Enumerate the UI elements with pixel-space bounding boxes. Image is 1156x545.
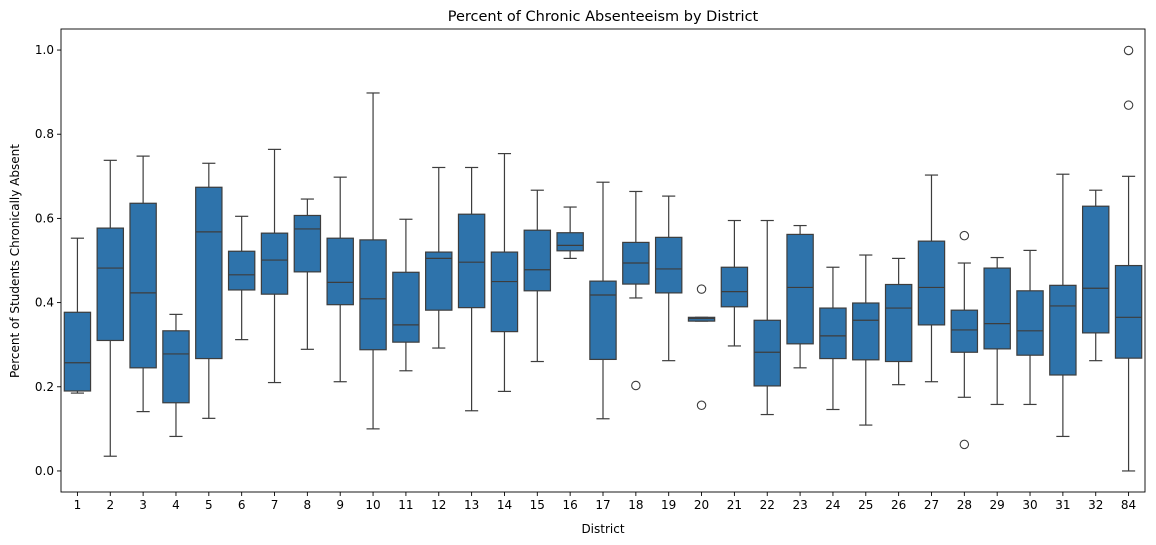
x-tick-label: 3 [139, 498, 147, 512]
box-district-24 [819, 307, 847, 360]
x-tick-label: 23 [792, 498, 807, 512]
box-district-12 [425, 251, 453, 311]
x-tick-label: 6 [238, 498, 246, 512]
y-tick-label: 0.8 [35, 127, 54, 141]
x-tick-label: 8 [304, 498, 312, 512]
y-tick-label: 0.2 [35, 380, 54, 394]
box-district-10 [359, 239, 387, 351]
y-tick-label: 0.4 [35, 296, 54, 310]
box-district-31 [1049, 284, 1077, 376]
box-district-21 [720, 266, 749, 308]
outlier-point [959, 439, 970, 450]
x-tick-label: 19 [661, 498, 676, 512]
box-district-25 [852, 302, 880, 361]
x-tick-label: 17 [595, 498, 610, 512]
box-district-6 [227, 250, 256, 291]
box-district-19 [654, 236, 683, 294]
x-tick-label: 10 [365, 498, 380, 512]
chart-title: Percent of Chronic Absenteeism by Distri… [448, 9, 759, 25]
outlier-point [959, 230, 970, 241]
x-tick-label: 31 [1055, 498, 1070, 512]
box-district-30 [1016, 290, 1044, 356]
x-axis-label: District [581, 522, 624, 536]
outlier-point [1123, 45, 1134, 56]
x-tick-label: 9 [336, 498, 344, 512]
box-district-16 [556, 232, 584, 252]
box-district-32 [1081, 205, 1110, 334]
box-district-2 [96, 227, 125, 342]
y-tick-label: 1.0 [35, 43, 54, 57]
x-tick-label: 21 [727, 498, 742, 512]
x-tick-label: 11 [398, 498, 413, 512]
x-tick-label: 12 [431, 498, 446, 512]
box-district-17 [589, 280, 617, 361]
box-district-23 [786, 233, 814, 345]
x-tick-label: 7 [271, 498, 279, 512]
x-tick-label: 28 [957, 498, 972, 512]
box-district-27 [917, 240, 946, 326]
x-tick-label: 4 [172, 498, 180, 512]
x-tick-label: 30 [1022, 498, 1037, 512]
box-district-13 [457, 213, 486, 309]
y-tick-label: 0.6 [35, 211, 54, 225]
box-district-28 [950, 309, 979, 353]
box-district-15 [523, 229, 552, 292]
x-tick-label: 27 [924, 498, 939, 512]
plot-area: 0.00.20.40.60.81.01 2 3 4 5 6 7 8 9 10 11 12 13 14 15 1… [35, 28, 1146, 512]
box-district-84 [1114, 264, 1143, 359]
x-tick-label: 24 [825, 498, 840, 512]
box-district-11 [392, 271, 420, 343]
x-tick-label: 26 [891, 498, 906, 512]
outlier-point [696, 284, 707, 294]
x-tick-label: 84 [1121, 498, 1136, 512]
box-district-26 [884, 283, 913, 363]
x-tick-label: 5 [205, 498, 213, 512]
outlier-point [1123, 100, 1134, 110]
y-tick-label: 0.0 [35, 464, 54, 478]
box-district-3 [129, 202, 157, 369]
box-district-8 [293, 214, 322, 273]
outlier-point [631, 380, 641, 391]
x-tick-label: 16 [563, 498, 578, 512]
y-axis-label: Percent of Students Chronically Absent [8, 144, 22, 378]
box-district-14 [490, 251, 519, 333]
x-tick-label: 1 [74, 498, 82, 512]
x-tick-label: 20 [694, 498, 709, 512]
x-tick-label: 32 [1088, 498, 1103, 512]
box-district-20 [687, 316, 716, 322]
x-tick-label: 2 [106, 498, 114, 512]
box-district-4 [162, 330, 190, 404]
box-district-1 [63, 311, 92, 392]
box-district-9 [326, 237, 354, 306]
outlier-point [696, 400, 707, 411]
box-district-5 [195, 186, 223, 360]
x-tick-label: 14 [497, 498, 512, 512]
x-tick-label: 22 [760, 498, 775, 512]
x-tick-label: 15 [530, 498, 545, 512]
box-district-7 [260, 232, 289, 295]
x-tick-label: 25 [858, 498, 873, 512]
box-district-22 [753, 319, 781, 387]
x-tick-label: 13 [464, 498, 479, 512]
x-tick-label: 18 [628, 498, 643, 512]
x-tick-label: 29 [990, 498, 1005, 512]
box-district-29 [983, 267, 1011, 350]
